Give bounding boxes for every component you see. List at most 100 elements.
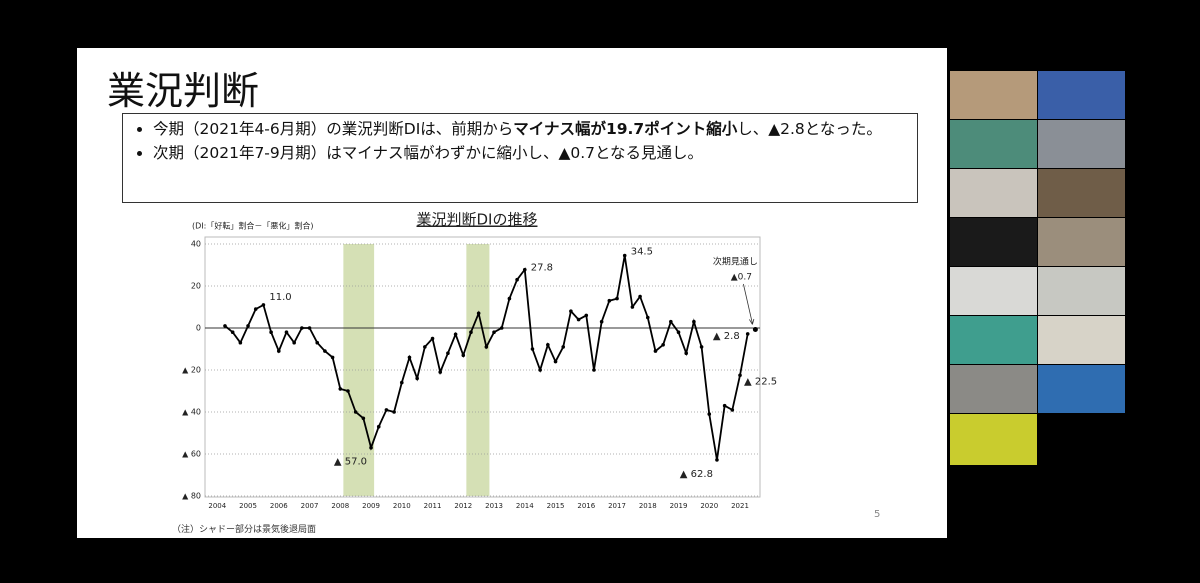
x-tick-label: 2005: [239, 502, 257, 510]
point: [607, 298, 612, 303]
point: [669, 319, 673, 324]
x-tick-label: 2011: [424, 502, 442, 510]
point: [584, 313, 589, 318]
thumbnail[interactable]: [1038, 120, 1125, 168]
point: [223, 324, 227, 328]
x-tick-label: 2013: [485, 502, 503, 510]
point: [353, 410, 358, 414]
point: [692, 319, 696, 324]
slide: 業況判断 今期（2021年4-6月期）の業況判断DIは、前期からマイナス幅が19…: [77, 48, 947, 538]
y-tick-label: ▲ 60: [182, 450, 201, 459]
y-tick-label: ▲ 40: [182, 408, 201, 417]
point: [338, 387, 343, 391]
point: [376, 424, 381, 429]
y-tick-label: ▲ 20: [182, 366, 201, 375]
point: [730, 408, 735, 412]
value-label: ▲ 57.0: [334, 457, 367, 468]
x-tick-label: 2007: [301, 502, 319, 510]
thumbnail[interactable]: [950, 120, 1037, 168]
x-tick-label: 2018: [639, 502, 657, 510]
point: [484, 345, 489, 349]
point: [707, 412, 712, 416]
point: [407, 355, 412, 360]
page-number: 5: [874, 509, 881, 520]
point: [499, 326, 504, 330]
text: 次期（2021年7-9月期）はマイナス幅がわずかに縮小し、▲0.7となる見通し。: [153, 144, 704, 162]
point: [546, 343, 550, 347]
text: し、▲2.8となった。: [737, 120, 882, 138]
point: [346, 389, 350, 393]
thumbnail[interactable]: [1038, 316, 1125, 364]
point: [661, 343, 665, 347]
point: [507, 296, 512, 301]
x-tick-label: 2021: [731, 502, 749, 510]
point: [530, 347, 535, 351]
value-label: 27.8: [531, 263, 553, 274]
point: [561, 345, 566, 349]
x-tick-label: 2012: [454, 502, 472, 510]
point: [446, 351, 450, 356]
thumbnail[interactable]: [1038, 169, 1125, 217]
x-tick-label: 2009: [362, 502, 380, 510]
y-axis-label: (DI:「好転」割合－「悪化」割合): [192, 221, 313, 231]
point: [615, 296, 619, 301]
point: [461, 353, 466, 358]
point: [684, 351, 689, 356]
point: [430, 336, 435, 341]
y-tick-label: 40: [191, 240, 201, 249]
thumbnail[interactable]: [950, 414, 1037, 465]
point: [284, 330, 289, 335]
point: [638, 294, 642, 299]
point: [399, 380, 404, 385]
point: [300, 326, 304, 330]
y-tick-label: 20: [191, 282, 201, 291]
shaded-region: [466, 244, 490, 496]
point: [715, 458, 719, 462]
chart-title: 業況判断DIの推移: [417, 211, 538, 229]
text: 今期（2021年4-6月期）の業況判断DIは、前期から: [153, 120, 514, 138]
point: [599, 319, 604, 324]
point: [276, 349, 281, 353]
forecast-value-label: ▲0.7: [731, 273, 752, 283]
point: [392, 410, 396, 414]
thumbnail[interactable]: [1038, 365, 1125, 413]
thumbnail[interactable]: [950, 71, 1037, 119]
point: [745, 332, 750, 336]
point: [630, 305, 635, 309]
point: [423, 345, 427, 349]
thumbnail[interactable]: [1038, 267, 1125, 315]
x-tick-label: 2006: [270, 502, 288, 510]
point: [330, 355, 335, 360]
point: [645, 315, 650, 320]
thumbnail[interactable]: [950, 365, 1037, 413]
summary-box: 今期（2021年4-6月期）の業況判断DIは、前期からマイナス幅が19.7ポイン…: [122, 113, 918, 203]
point: [269, 330, 273, 335]
x-tick-label: 2020: [700, 502, 718, 510]
point: [469, 330, 473, 335]
bullet: 今期（2021年4-6月期）の業況判断DIは、前期からマイナス幅が19.7ポイン…: [153, 118, 905, 140]
x-tick-label: 2016: [577, 502, 595, 510]
value-label: 34.5: [631, 247, 653, 258]
video-thumbnails: [950, 71, 1125, 465]
point: [738, 373, 742, 378]
y-tick-label: ▲ 80: [182, 492, 201, 501]
thumbnail[interactable]: [950, 169, 1037, 217]
forecast-label: 次期見通し: [713, 256, 758, 268]
thumbnail[interactable]: [950, 267, 1037, 315]
value-label: 11.0: [269, 292, 291, 303]
point: [722, 403, 727, 408]
point: [538, 368, 542, 372]
thumbnail[interactable]: [950, 316, 1037, 364]
plot-frame: [204, 236, 761, 498]
point: [515, 277, 519, 282]
point: [253, 307, 258, 311]
thumbnail[interactable]: [1038, 71, 1125, 119]
thumbnail[interactable]: [950, 218, 1037, 266]
point: [384, 408, 389, 412]
value-label: ▲ 62.8: [680, 469, 713, 480]
point: [476, 311, 481, 316]
thumbnail[interactable]: [1038, 218, 1125, 266]
x-tick-label: 2019: [670, 502, 688, 510]
